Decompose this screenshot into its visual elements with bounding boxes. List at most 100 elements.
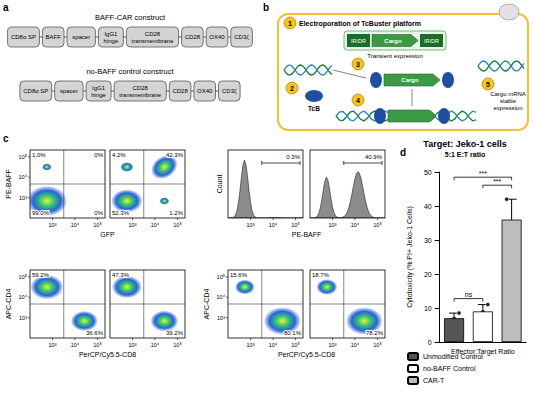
- svg-text:BAFF: BAFF: [46, 34, 62, 40]
- svg-text:no-BAFF control construct: no-BAFF control construct: [86, 67, 174, 76]
- svg-text:IR/DR: IR/DR: [424, 38, 439, 44]
- svg-text:IgG1: IgG1: [92, 85, 106, 91]
- svg-text:10³: 10³: [329, 222, 337, 228]
- svg-text:TcB: TcB: [308, 105, 320, 112]
- svg-text:10⁴: 10⁴: [151, 342, 160, 348]
- svg-text:50: 50: [424, 169, 432, 176]
- svg-text:Transient expression: Transient expression: [367, 53, 422, 59]
- svg-text:10⁴: 10⁴: [71, 342, 80, 348]
- svg-text:10⁴: 10⁴: [71, 222, 80, 228]
- svg-text:CD8α SP: CD8α SP: [11, 34, 36, 40]
- svg-text:***: ***: [493, 178, 501, 185]
- svg-text:10³: 10³: [49, 222, 57, 228]
- svg-text:30: 30: [424, 237, 432, 244]
- svg-text:transmembrane: transmembrane: [119, 92, 162, 98]
- svg-text:CD3ζ: CD3ζ: [234, 34, 249, 40]
- svg-text:Target: Jeko-1 cells: Target: Jeko-1 cells: [423, 139, 506, 149]
- svg-text:Unmodified Control: Unmodified Control: [423, 353, 483, 360]
- svg-text:IR/DR: IR/DR: [351, 38, 366, 44]
- svg-text:10³: 10³: [247, 222, 255, 228]
- svg-text:0.3%: 0.3%: [286, 154, 300, 160]
- svg-text:36.6%: 36.6%: [86, 330, 104, 336]
- svg-text:20: 20: [424, 271, 432, 278]
- svg-text:PE-BAFF: PE-BAFF: [292, 231, 322, 238]
- svg-text:APC-CD4: APC-CD4: [203, 289, 210, 320]
- svg-text:15.6%: 15.6%: [230, 272, 248, 278]
- svg-text:transmembrane: transmembrane: [131, 38, 174, 44]
- svg-text:4.2%: 4.2%: [112, 152, 126, 158]
- svg-text:CD28: CD28: [145, 31, 161, 37]
- svg-text:10⁵: 10⁵: [291, 342, 299, 348]
- svg-text:10⁵: 10⁵: [373, 342, 381, 348]
- svg-text:10³: 10³: [129, 222, 137, 228]
- svg-text:10⁴: 10⁴: [19, 174, 28, 180]
- svg-text:CD8α SP: CD8α SP: [23, 88, 48, 94]
- svg-text:IgG1: IgG1: [104, 31, 118, 37]
- svg-text:0%: 0%: [94, 152, 103, 158]
- svg-text:CD28: CD28: [185, 34, 201, 40]
- svg-text:10⁵: 10⁵: [19, 274, 27, 280]
- svg-text:CD3ζ: CD3ζ: [222, 88, 237, 94]
- svg-text:Cytotoxicity (% PI+ Jeko-1 Cel: Cytotoxicity (% PI+ Jeko-1 Cells): [406, 206, 414, 308]
- svg-text:Cargo mRNA: Cargo mRNA: [490, 91, 526, 97]
- svg-text:47.3%: 47.3%: [112, 272, 130, 278]
- svg-text:10³: 10³: [19, 195, 27, 201]
- svg-text:1.2%: 1.2%: [169, 210, 183, 216]
- svg-text:Cargo: Cargo: [384, 38, 402, 44]
- svg-text:42.3%: 42.3%: [166, 152, 184, 158]
- svg-text:40.9%: 40.9%: [365, 154, 383, 160]
- svg-text:3: 3: [356, 61, 360, 68]
- svg-text:10³: 10³: [19, 315, 27, 321]
- svg-text:***: ***: [479, 170, 487, 177]
- svg-text:a: a: [3, 2, 9, 13]
- svg-text:PerCP/Cy5.5-CD8: PerCP/Cy5.5-CD8: [278, 351, 335, 359]
- svg-text:0%: 0%: [94, 210, 103, 216]
- svg-text:d: d: [400, 147, 406, 158]
- svg-text:2: 2: [290, 85, 294, 92]
- svg-text:spacer: spacer: [72, 34, 90, 40]
- svg-text:10⁴: 10⁴: [351, 222, 360, 228]
- svg-text:b: b: [263, 2, 269, 13]
- svg-text:1: 1: [288, 20, 292, 27]
- svg-text:expression: expression: [493, 105, 522, 111]
- svg-text:10⁴: 10⁴: [19, 294, 28, 300]
- svg-text:10⁴: 10⁴: [151, 222, 160, 228]
- svg-text:PerCP/Cy5.5-CD8: PerCP/Cy5.5-CD8: [79, 351, 136, 359]
- svg-text:40: 40: [424, 203, 432, 210]
- svg-text:hinge: hinge: [91, 92, 106, 98]
- svg-text:CAR-T: CAR-T: [423, 377, 445, 384]
- svg-text:52.3%: 52.3%: [112, 210, 130, 216]
- svg-text:stable: stable: [500, 98, 517, 104]
- svg-text:ns: ns: [465, 291, 473, 298]
- svg-text:10⁴: 10⁴: [351, 342, 360, 348]
- svg-text:39.2%: 39.2%: [166, 330, 184, 336]
- svg-text:10⁵: 10⁵: [93, 342, 101, 348]
- svg-text:10: 10: [424, 305, 432, 312]
- svg-text:0: 0: [428, 339, 432, 346]
- svg-text:CD28: CD28: [172, 88, 188, 94]
- svg-text:10⁵: 10⁵: [291, 222, 299, 228]
- svg-text:Count: Count: [216, 175, 223, 194]
- svg-text:OX40: OX40: [209, 34, 225, 40]
- svg-text:Electroporation of TcBuster pl: Electroporation of TcBuster platform: [299, 20, 421, 28]
- svg-text:10³: 10³: [329, 342, 337, 348]
- svg-text:10³: 10³: [49, 342, 57, 348]
- svg-text:10⁵: 10⁵: [19, 154, 27, 160]
- svg-text:1.0%: 1.0%: [32, 152, 46, 158]
- svg-text:c: c: [3, 133, 9, 144]
- svg-text:no-BAFF Control: no-BAFF Control: [423, 365, 476, 372]
- svg-text:10⁵: 10⁵: [173, 342, 181, 348]
- svg-text:10³: 10³: [217, 315, 225, 321]
- svg-text:spacer: spacer: [60, 88, 78, 94]
- svg-text:Cargo: Cargo: [401, 77, 419, 83]
- svg-text:10⁴: 10⁴: [269, 342, 278, 348]
- svg-text:80.1%: 80.1%: [284, 330, 302, 336]
- svg-text:10⁵: 10⁵: [173, 222, 181, 228]
- svg-text:10³: 10³: [247, 342, 255, 348]
- svg-text:OX40: OX40: [197, 88, 213, 94]
- svg-text:5:1 E:T ratio: 5:1 E:T ratio: [445, 151, 485, 158]
- svg-text:PE-BAFF: PE-BAFF: [5, 169, 12, 199]
- svg-text:5: 5: [486, 81, 490, 88]
- svg-text:99.0%: 99.0%: [32, 210, 50, 216]
- svg-text:18.7%: 18.7%: [312, 272, 330, 278]
